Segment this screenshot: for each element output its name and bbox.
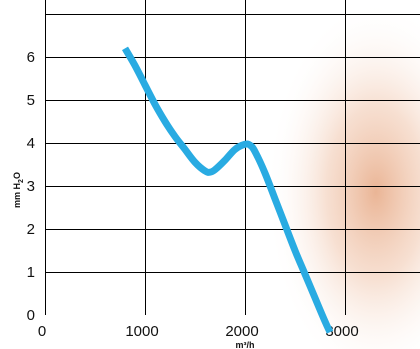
grid-lines xyxy=(45,0,420,315)
x-tick-label: 1000 xyxy=(125,323,158,340)
y-tick-label: 3 xyxy=(27,178,35,195)
y-tick-label: 6 xyxy=(27,49,35,66)
tick-labels: 0 1 2 3 4 5 6 0 1000 2000 3000 xyxy=(27,49,359,340)
background-glow xyxy=(220,0,420,349)
y-tick-label: 4 xyxy=(27,135,35,152)
pressure-curve-line xyxy=(121,46,334,334)
x-tick-label: 3000 xyxy=(325,323,358,340)
y-tick-label: 0 xyxy=(27,307,35,324)
x-axis-title: m³/h xyxy=(236,340,255,349)
y-tick-label: 5 xyxy=(27,92,35,109)
x-tick-label: 0 xyxy=(38,323,46,340)
x-tick-label: 2000 xyxy=(225,323,258,340)
y-tick-label: 2 xyxy=(27,221,35,238)
y-tick-label: 1 xyxy=(27,264,35,281)
y-axis-title: mm H2O xyxy=(12,172,25,208)
